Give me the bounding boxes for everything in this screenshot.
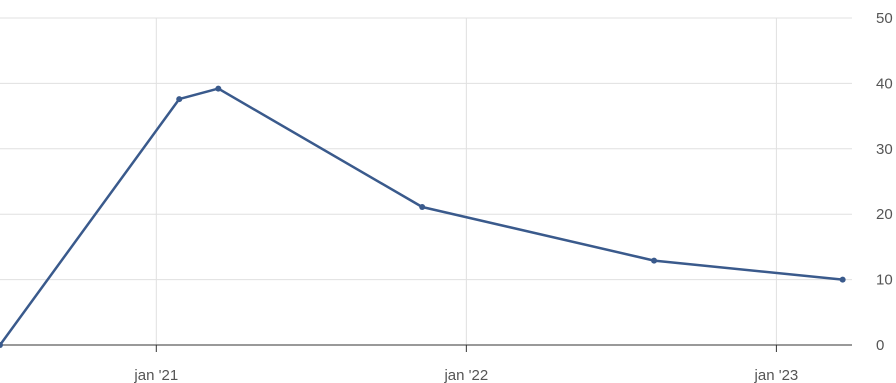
data-point <box>0 342 3 348</box>
y-tick-label: 20 <box>876 206 893 223</box>
y-tick-label: 0 <box>876 337 884 354</box>
x-axis-tick-labels: jan '21 jan '22 jan '23 <box>133 367 798 383</box>
data-point <box>839 276 846 283</box>
series-line <box>0 87 844 347</box>
x-tick-label: jan '21 <box>133 367 178 383</box>
data-point <box>215 85 222 92</box>
x-tick-label: jan '22 <box>443 367 488 383</box>
horizontal-gridlines <box>0 17 852 281</box>
data-point <box>651 257 658 264</box>
y-tick-label: 30 <box>876 141 893 158</box>
y-axis-tick-labels: 0 10 20 30 40 50 <box>876 10 893 354</box>
y-tick-label: 10 <box>876 272 893 289</box>
x-tick-label: jan '23 <box>754 367 799 383</box>
data-points <box>0 85 846 348</box>
data-point <box>176 96 183 103</box>
y-tick-label: 40 <box>876 75 893 92</box>
x-axis-ticks <box>155 345 777 352</box>
data-point <box>419 204 426 211</box>
y-tick-label: 50 <box>876 10 893 27</box>
vertical-gridlines <box>155 18 777 345</box>
